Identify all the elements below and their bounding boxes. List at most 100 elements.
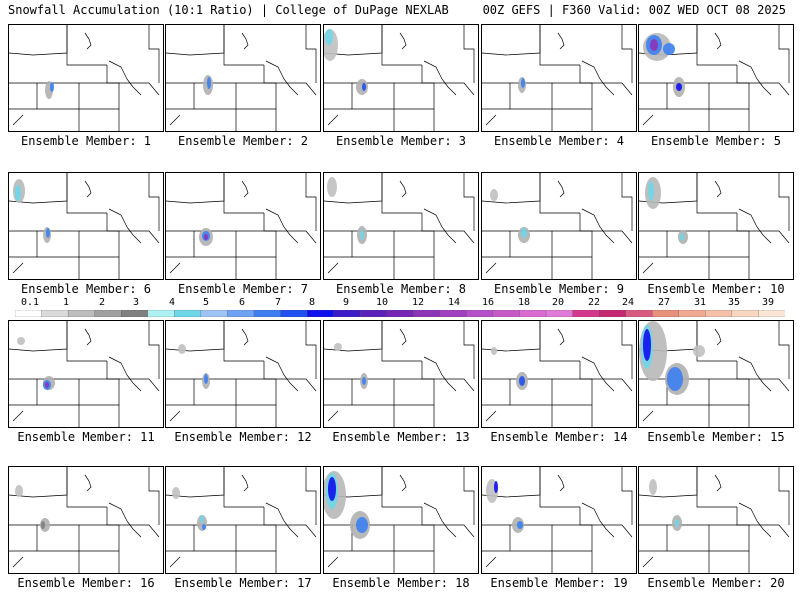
snowfall-area	[490, 189, 498, 201]
snowfall-area	[46, 228, 50, 238]
colorbar-tick-label: 1	[62, 297, 70, 308]
ensemble-panel	[323, 466, 479, 574]
member-caption: Ensemble Member: 10	[647, 282, 785, 296]
member-caption: Ensemble Member: 13	[332, 430, 470, 444]
colorbar-tick-label: 3	[132, 297, 140, 308]
snowfall-area	[327, 177, 337, 197]
snowfall-area	[360, 230, 364, 240]
ensemble-panel	[8, 24, 164, 132]
colorbar-tick-label: 39	[761, 297, 775, 308]
colorbar-tick-label: 35	[727, 297, 741, 308]
member-caption: Ensemble Member: 2	[177, 134, 309, 148]
ensemble-map	[639, 467, 790, 573]
state-borders	[482, 467, 633, 573]
snowfall-area	[519, 376, 525, 386]
state-borders	[639, 25, 790, 131]
ensemble-map	[482, 25, 633, 131]
member-caption: Ensemble Member: 9	[493, 282, 625, 296]
ensemble-panel	[8, 172, 164, 280]
snowfall-area	[667, 367, 683, 391]
ensemble-panel	[323, 172, 479, 280]
ensemble-panel	[323, 320, 479, 428]
state-borders	[482, 25, 633, 131]
snowfall-area	[491, 347, 497, 355]
snowfall-colorbar	[15, 310, 785, 317]
colorbar-swatch	[253, 310, 281, 317]
colorbar-swatch	[280, 310, 308, 317]
ensemble-map	[639, 321, 790, 427]
ensemble-panel	[638, 466, 794, 574]
colorbar-tick-label: 12	[411, 297, 425, 308]
ensemble-panel	[481, 172, 637, 280]
snowfall-area	[693, 345, 705, 357]
ensemble-map	[639, 25, 790, 131]
colorbar-swatch	[545, 310, 574, 317]
ensemble-panel	[638, 320, 794, 428]
colorbar-swatch	[67, 310, 96, 317]
colorbar-tick-label: 14	[447, 297, 461, 308]
colorbar-swatch	[15, 310, 43, 317]
colorbar-swatch	[652, 310, 680, 317]
member-caption: Ensemble Member: 7	[177, 282, 309, 296]
member-caption: Ensemble Member: 4	[493, 134, 625, 148]
member-caption: Ensemble Member: 6	[20, 282, 152, 296]
colorbar-swatch	[174, 310, 202, 317]
member-caption: Ensemble Member: 19	[490, 576, 628, 590]
ensemble-map	[9, 467, 160, 573]
ensemble-panel	[481, 24, 637, 132]
ensemble-panel	[165, 466, 321, 574]
snowfall-area	[650, 39, 658, 51]
snowfall-area	[41, 521, 45, 529]
ensemble-panel	[8, 466, 164, 574]
colorbar-tick-label: 0.1	[20, 297, 40, 308]
colorbar-tick-label: 4	[168, 297, 176, 308]
snowfall-area	[521, 78, 525, 88]
run-valid-time: 00Z GEFS | F360 Valid: 00Z WED OCT 08 20…	[482, 3, 786, 17]
ensemble-map	[482, 321, 633, 427]
ensemble-panel	[481, 320, 637, 428]
state-borders	[482, 321, 633, 427]
snowfall-area	[204, 234, 208, 240]
state-borders	[324, 173, 475, 279]
colorbar-swatch	[413, 310, 441, 317]
ensemble-map	[482, 173, 633, 279]
ensemble-map	[9, 173, 160, 279]
colorbar-labels: 0.1 1 2 3 4 5 6 7 8 9 10 12 14 16 18 20 22 24 27 31 35 39	[0, 297, 800, 309]
colorbar-swatch	[94, 310, 122, 317]
state-borders	[9, 321, 160, 427]
state-borders	[639, 173, 790, 279]
ensemble-map	[324, 321, 475, 427]
ensemble-panel	[165, 320, 321, 428]
ensemble-map	[324, 467, 475, 573]
ensemble-panel	[638, 172, 794, 280]
colorbar-swatch	[200, 310, 228, 317]
state-borders	[324, 25, 475, 131]
ensemble-map	[324, 25, 475, 131]
map-title: Snowfall Accumulation (10:1 Ratio) | Col…	[8, 3, 449, 17]
ensemble-map	[639, 173, 790, 279]
colorbar-tick-label: 22	[587, 297, 601, 308]
member-caption: Ensemble Member: 12	[174, 430, 312, 444]
colorbar-tick-label: 31	[693, 297, 707, 308]
snowfall-area	[202, 524, 206, 530]
snowfall-area	[362, 83, 366, 91]
colorbar-swatch	[625, 310, 653, 317]
snowfall-area	[362, 377, 366, 385]
ensemble-panel	[165, 24, 321, 132]
snowfall-area	[356, 517, 368, 533]
colorbar-swatch	[360, 310, 388, 317]
snowfall-area	[649, 479, 657, 495]
ensemble-map	[9, 25, 160, 131]
colorbar-swatch	[306, 310, 335, 317]
snowfall-area	[643, 329, 651, 361]
ensemble-map	[482, 467, 633, 573]
member-caption: Ensemble Member: 16	[17, 576, 155, 590]
member-caption: Ensemble Member: 17	[174, 576, 312, 590]
snowfall-area	[15, 485, 23, 497]
colorbar-swatch	[731, 310, 759, 317]
colorbar-tick-label: 9	[342, 297, 350, 308]
member-caption: Ensemble Member: 11	[17, 430, 155, 444]
snowfall-area	[675, 519, 679, 527]
colorbar-swatch	[147, 310, 175, 317]
snowfall-area	[17, 337, 25, 345]
